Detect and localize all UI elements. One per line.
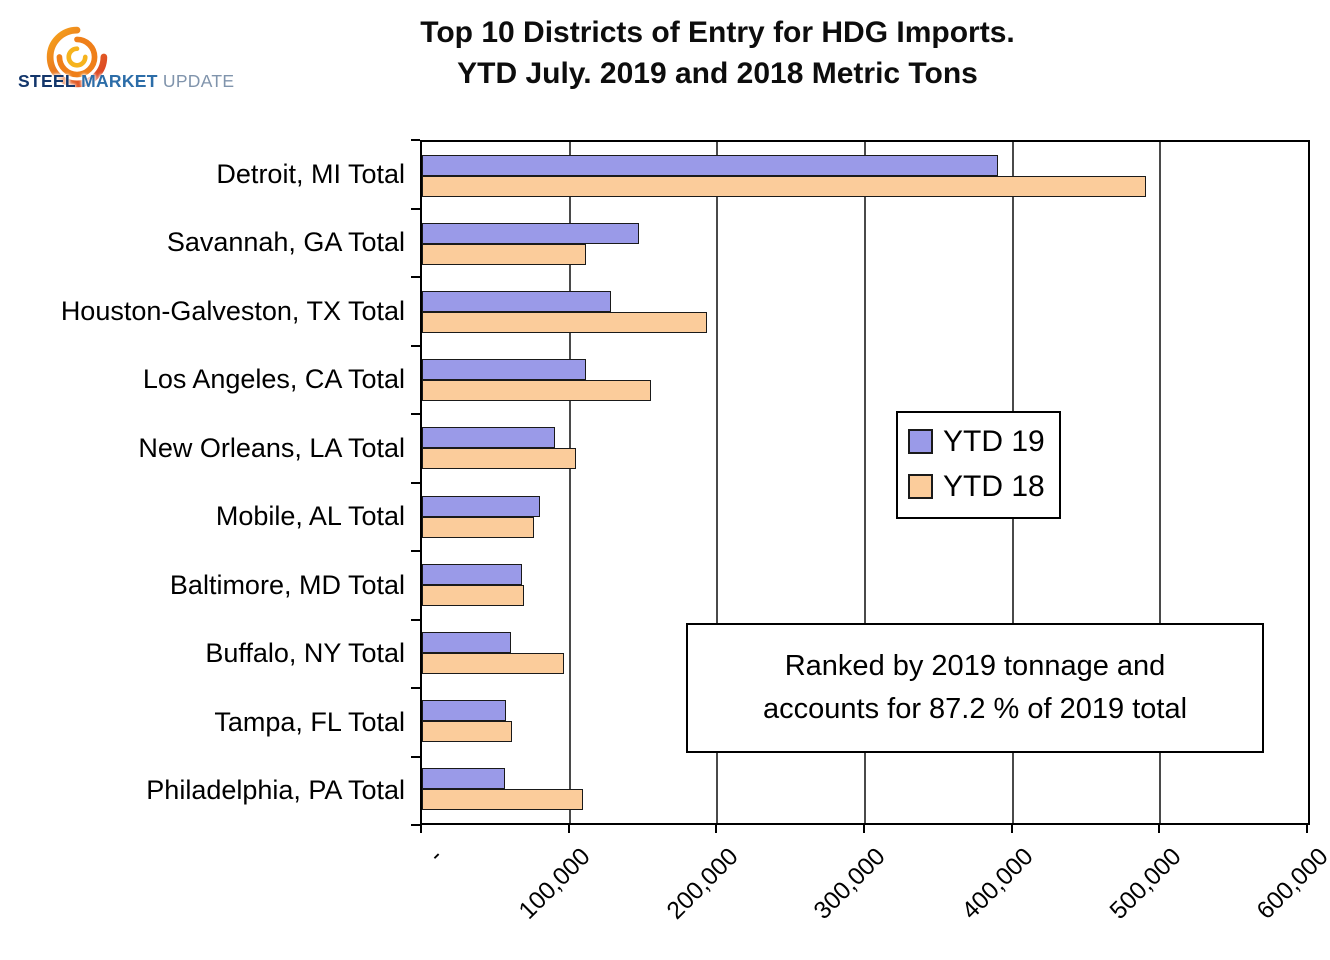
x-tickmark [1010,825,1013,833]
legend-item: YTD 18 [908,464,1045,509]
bar-ytd-19 [422,699,507,721]
bar-group [422,278,1308,346]
plot-rows [422,142,1308,823]
category-label: Houston-Galveston, TX Total [60,295,405,326]
category-label: Buffalo, NY Total [205,638,405,669]
bar-group [422,551,1308,619]
bar-ytd-18 [422,516,535,538]
bar-group [422,346,1308,414]
bar-ytd-18 [422,448,576,470]
y-axis-ticks [411,139,420,826]
smu-logo: STEEL MARKET UPDATE [16,26,246,98]
bar-group [422,414,1308,482]
bar-ytd-18 [422,244,586,266]
bar-ytd-18 [422,652,564,674]
category-label: Los Angeles, CA Total [142,364,405,395]
x-tickmark [1306,825,1308,833]
y-tickmark [411,481,420,484]
category-label: New Orleans, LA Total [138,432,405,463]
bar-ytd-18 [422,788,583,810]
x-tickmark [567,825,570,833]
smu-logo-mark-icon [46,26,108,88]
x-tick-label: 600,000 [1252,843,1330,925]
x-axis: - 100,000 200,000 300,000 400,000 500,000 600,… [420,825,1330,955]
plot-area: YTD 19 YTD 18 Ranked by 2019 tonnage and … [420,140,1310,825]
bar-group [422,687,1308,755]
chart-title: Top 10 Districts of Entry for HDG Import… [105,12,1330,95]
y-tickmark [411,344,420,347]
y-tickmark [411,618,420,621]
x-tick-label: 200,000 [661,843,744,925]
bar-ytd-19 [422,563,523,585]
bar-ytd-19 [422,495,541,517]
category-label: Baltimore, MD Total [169,569,405,600]
category-label: Savannah, GA Total [166,227,405,258]
y-tickmark [411,207,420,210]
logo-word-update: UPDATE [157,71,235,91]
category-label: Tampa, FL Total [214,706,405,737]
y-tickmark [411,413,420,415]
bar-ytd-18 [422,176,1146,198]
category-labels: Detroit, MI Total Savannah, GA Total Houst… [0,140,405,825]
category-label: Mobile, AL Total [215,501,405,532]
bar-ytd-19 [422,427,555,449]
legend: YTD 19 YTD 18 [896,410,1061,519]
logo-word-steel: STEEL [18,71,76,91]
legend-swatch [908,428,933,454]
gridline [864,142,866,823]
legend-swatch [908,473,933,499]
x-tick-label: 100,000 [514,843,596,925]
bar-group [422,142,1308,210]
y-tickmark [411,139,420,141]
legend-label: YTD 18 [943,469,1045,503]
x-tick-label: 400,000 [957,843,1039,925]
bar-ytd-19 [422,155,998,177]
x-tickmark [715,825,718,833]
annotation-box: Ranked by 2019 tonnage and accounts for … [686,622,1265,753]
x-tick-label: - [423,843,449,868]
bar-ytd-19 [422,223,640,245]
chart-title-line2: YTD July. 2019 and 2018 Metric Tons [457,57,978,91]
bar-ytd-19 [422,291,611,313]
y-tickmark [411,550,420,552]
x-tickmark [1158,825,1161,833]
bar-group [422,210,1308,278]
annotation-line1: Ranked by 2019 tonnage and [784,649,1166,682]
legend-item: YTD 19 [908,419,1045,464]
bar-ytd-18 [422,380,651,402]
logo-word-market: MARKET [75,71,158,91]
bar-ytd-19 [422,631,511,653]
gridline [568,142,571,823]
x-tick-label: 500,000 [1104,843,1187,925]
y-tickmark [411,824,420,826]
x-tickmark [863,825,865,833]
x-tick-label: 300,000 [809,843,892,925]
chart-title-line1: Top 10 Districts of Entry for HDG Import… [420,16,1015,49]
category-label: Detroit, MI Total [216,158,405,189]
bar-ytd-19 [422,767,505,789]
y-tickmark [411,687,420,689]
bar-group [422,619,1308,687]
y-tickmark [411,276,420,278]
category-label: Philadelphia, PA Total [146,775,405,806]
x-tickmark [420,825,422,833]
annotation-line2: accounts for 87.2 % of 2019 total [763,692,1188,725]
gridline [1159,142,1162,823]
gridline [716,142,719,823]
bar-group [422,482,1308,550]
y-tickmark [411,755,420,758]
bar-group [422,755,1308,823]
bar-ytd-18 [422,584,524,606]
bar-ytd-18 [422,312,707,334]
bar-ytd-18 [422,720,513,742]
legend-label: YTD 19 [943,424,1045,458]
logo-text: STEEL MARKET UPDATE [18,71,234,92]
bar-ytd-19 [422,359,586,381]
